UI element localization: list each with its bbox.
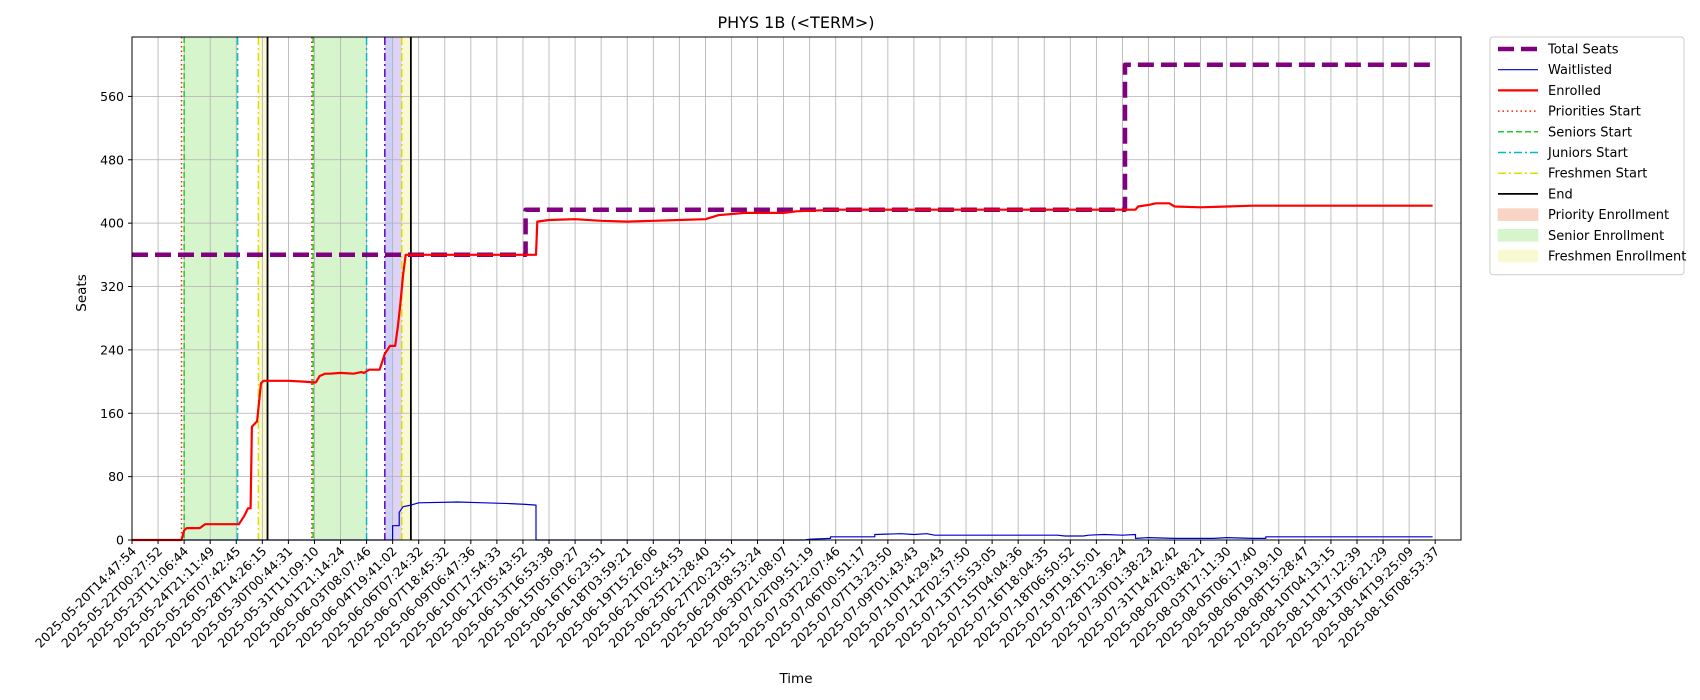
legend-swatch-freshmen-enrollment xyxy=(1497,249,1539,263)
span-senior-enrollment xyxy=(184,37,238,540)
chart-title: PHYS 1B (<TERM>) xyxy=(717,13,874,32)
plot-frame xyxy=(131,36,1462,541)
legend-label: Seniors Start xyxy=(1548,125,1632,140)
span-overlap xyxy=(392,37,402,540)
legend: Total Seats Waitlisted Enrolled Priorities … xyxy=(1489,36,1686,276)
legend-box xyxy=(1489,36,1685,276)
span-freshmen-enrollment xyxy=(258,37,268,540)
span-freshmen-enrollment xyxy=(401,37,411,540)
y-tick-label: 0 xyxy=(116,533,124,548)
legend-label: Waitlisted xyxy=(1548,63,1612,78)
legend-label: Freshmen Enrollment xyxy=(1548,250,1686,265)
y-tick-label: 560 xyxy=(100,89,124,104)
y-tick-label: 160 xyxy=(100,406,124,421)
series-waitlisted xyxy=(132,501,1433,541)
series-enrolled xyxy=(132,202,1433,542)
legend-swatch-priority-enrollment xyxy=(1497,208,1539,221)
legend-label: Priorities Start xyxy=(1548,105,1641,120)
y-tick-label: 400 xyxy=(100,216,124,231)
legend-label: End xyxy=(1548,187,1573,202)
legend-label: Senior Enrollment xyxy=(1548,229,1664,244)
legend-label: Enrolled xyxy=(1548,84,1601,99)
legend-swatch-senior-enrollment xyxy=(1497,229,1539,242)
plot-area: 0801602403204004805602025-05-20T14:47:54… xyxy=(32,36,1462,651)
span-senior-enrollment xyxy=(313,37,367,540)
legend-label: Total Seats xyxy=(1547,43,1619,58)
y-tick-label: 480 xyxy=(100,152,124,167)
y-tick-label: 240 xyxy=(100,342,124,357)
y-tick-label: 80 xyxy=(108,469,124,484)
legend-label: Freshmen Start xyxy=(1548,167,1647,182)
legend-label: Priority Enrollment xyxy=(1548,208,1669,223)
x-axis-label: Time xyxy=(778,671,812,687)
y-tick-label: 320 xyxy=(100,279,124,294)
y-axis-label: Seats xyxy=(74,274,90,311)
legend-label: Juniors Start xyxy=(1547,146,1628,161)
span-overlap xyxy=(384,37,393,540)
